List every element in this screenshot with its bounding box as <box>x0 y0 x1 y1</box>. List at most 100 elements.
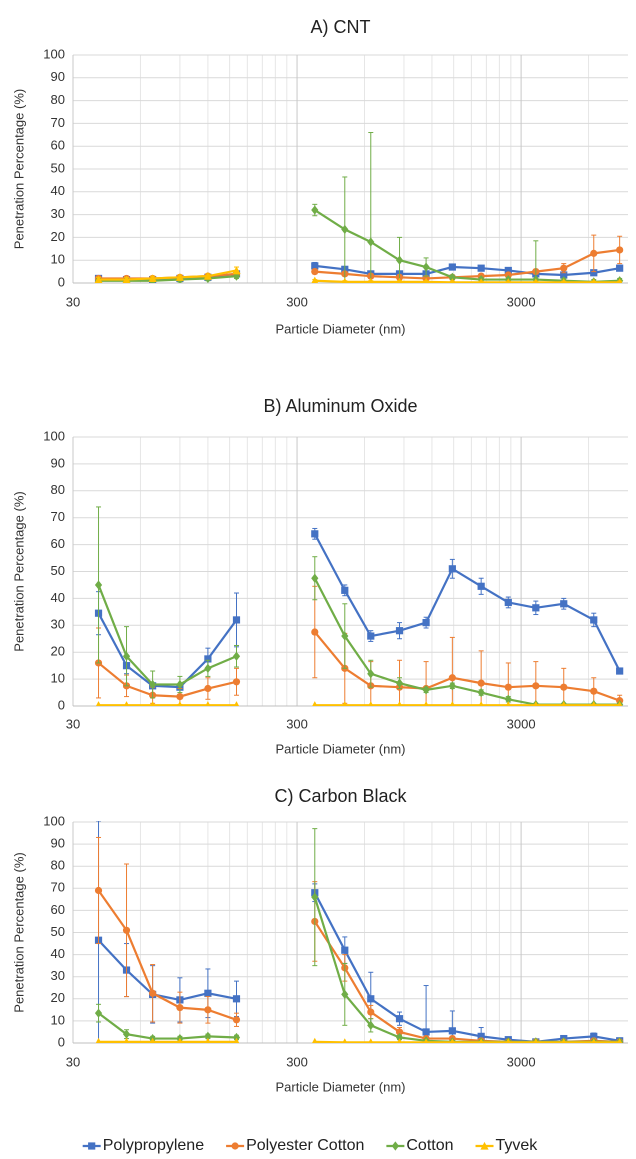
marker <box>94 580 103 590</box>
marker <box>205 701 211 706</box>
marker <box>591 701 597 706</box>
y-tick-label: 90 <box>51 455 65 470</box>
marker <box>311 262 319 270</box>
marker <box>422 1028 430 1036</box>
marker <box>232 271 241 281</box>
marker <box>616 667 624 675</box>
marker <box>177 1037 183 1043</box>
marker <box>561 701 567 706</box>
y-axis-title: Penetration Percentage (%) <box>11 491 26 651</box>
marker <box>368 1038 374 1043</box>
marker <box>311 205 319 215</box>
marker <box>204 1006 212 1014</box>
marker <box>122 926 131 934</box>
marker <box>367 1020 375 1030</box>
y-axis-title: Penetration Percentage (%) <box>11 89 26 249</box>
marker <box>560 600 568 608</box>
series-line <box>97 1012 237 1040</box>
y-tick-label: 20 <box>51 644 65 659</box>
y-tick-label: 30 <box>51 968 65 983</box>
y-tick-label: 60 <box>51 536 65 551</box>
marker <box>395 678 404 688</box>
series-line <box>314 209 620 283</box>
marker <box>448 263 456 271</box>
series-line <box>97 939 237 1002</box>
marker <box>123 1037 130 1043</box>
y-tick-label: 90 <box>51 836 65 851</box>
marker <box>448 1027 456 1035</box>
marker <box>448 681 456 691</box>
y-tick-label: 0 <box>58 274 65 289</box>
panel: B) Aluminum Oxide 0 10 20 30 40 50 60 70 80 90 100 3… <box>11 396 628 756</box>
marker <box>449 1038 455 1043</box>
marker <box>391 1141 399 1151</box>
marker <box>122 275 131 283</box>
y-tick-label: 60 <box>51 902 65 917</box>
marker <box>150 701 156 706</box>
marker <box>423 701 429 706</box>
marker <box>505 701 511 706</box>
series-line <box>313 896 620 1043</box>
marker <box>123 701 130 706</box>
series-line <box>313 892 620 1043</box>
series-line <box>97 662 237 698</box>
plot <box>94 506 624 706</box>
marker <box>616 264 624 272</box>
x-axis-title: Particle Diameter (nm) <box>275 741 405 756</box>
marker <box>233 701 240 706</box>
series-line <box>97 612 238 689</box>
marker <box>533 1038 539 1043</box>
x-tick-label: 300 <box>286 294 308 309</box>
marker <box>232 995 241 1003</box>
chart-title: C) Carbon Black <box>274 786 407 806</box>
marker <box>342 701 348 706</box>
x-tick-label: 3000 <box>507 1054 536 1069</box>
series-line <box>313 577 620 706</box>
marker <box>341 631 349 641</box>
marker <box>533 701 539 706</box>
marker <box>149 679 157 690</box>
marker <box>422 685 430 695</box>
marker <box>478 701 484 706</box>
marker <box>311 530 319 538</box>
series-line <box>98 269 237 281</box>
marker <box>395 255 404 265</box>
plot <box>94 821 624 1043</box>
marker <box>367 277 374 283</box>
marker <box>231 1142 239 1150</box>
marker <box>367 1008 375 1016</box>
y-tick-label: 70 <box>51 509 65 524</box>
x-tick-label: 30 <box>66 716 80 731</box>
y-tick-label: 40 <box>51 946 65 961</box>
marker <box>94 275 103 283</box>
marker <box>311 628 319 636</box>
y-axis-title: Penetration Percentage (%) <box>11 852 26 1012</box>
x-tick-label: 30 <box>66 1054 80 1069</box>
marker <box>423 277 429 283</box>
marker <box>591 278 597 283</box>
marker <box>149 1037 156 1043</box>
marker <box>176 1004 184 1012</box>
marker <box>232 616 241 624</box>
x-axis-title: Particle Diameter (nm) <box>275 321 405 336</box>
marker <box>204 663 212 673</box>
marker <box>311 268 319 276</box>
marker <box>232 678 241 686</box>
series-line <box>98 275 237 282</box>
marker <box>448 272 456 282</box>
marker <box>560 683 568 691</box>
y-tick-label: 40 <box>51 183 65 198</box>
marker <box>477 679 485 687</box>
marker <box>312 1037 318 1043</box>
marker <box>616 246 624 254</box>
marker <box>478 278 484 283</box>
marker <box>590 1032 598 1040</box>
y-tick-label: 20 <box>51 990 65 1005</box>
marker <box>176 692 184 701</box>
marker <box>480 1141 489 1150</box>
y-tick-label: 40 <box>51 590 65 605</box>
x-tick-label: 300 <box>286 1054 308 1069</box>
marker <box>504 694 512 704</box>
marker <box>233 1037 240 1043</box>
y-tick-label: 10 <box>51 252 65 267</box>
